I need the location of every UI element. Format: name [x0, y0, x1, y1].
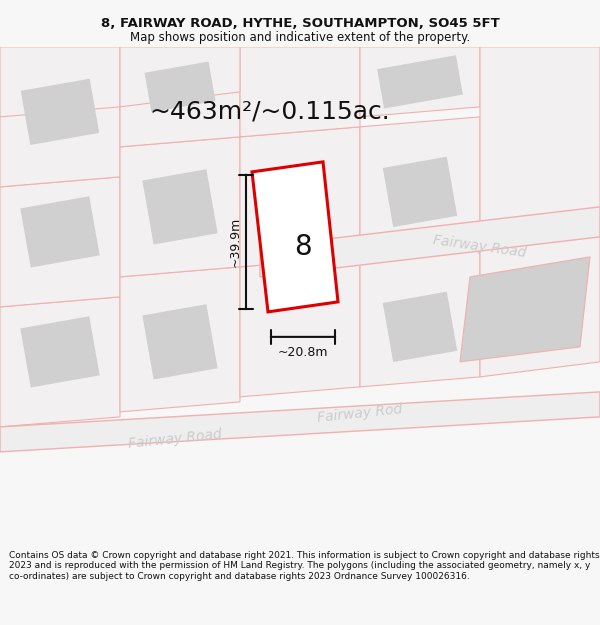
Polygon shape [377, 55, 463, 109]
Polygon shape [460, 257, 590, 362]
Polygon shape [120, 47, 240, 147]
Polygon shape [20, 196, 100, 268]
Polygon shape [480, 47, 600, 247]
Polygon shape [383, 157, 457, 227]
Text: 8: 8 [295, 233, 312, 261]
Polygon shape [20, 316, 100, 388]
Polygon shape [0, 392, 600, 452]
Polygon shape [480, 232, 600, 377]
Polygon shape [120, 137, 240, 277]
Text: ~20.8m: ~20.8m [278, 346, 328, 359]
Polygon shape [360, 47, 480, 117]
Polygon shape [120, 47, 240, 107]
Text: ~39.9m: ~39.9m [229, 217, 241, 267]
Polygon shape [142, 304, 218, 379]
Polygon shape [240, 127, 360, 267]
Polygon shape [0, 47, 120, 187]
Polygon shape [383, 292, 457, 362]
Polygon shape [360, 247, 480, 387]
Polygon shape [252, 162, 338, 312]
Polygon shape [0, 297, 120, 427]
Text: Map shows position and indicative extent of the property.: Map shows position and indicative extent… [130, 31, 470, 44]
Text: Fairway Rod: Fairway Rod [317, 402, 403, 425]
Polygon shape [142, 169, 218, 244]
Polygon shape [0, 177, 120, 307]
Polygon shape [360, 117, 480, 257]
Polygon shape [120, 267, 240, 412]
Text: Contains OS data © Crown copyright and database right 2021. This information is : Contains OS data © Crown copyright and d… [9, 551, 599, 581]
Polygon shape [145, 61, 215, 112]
Polygon shape [240, 257, 360, 397]
Text: Fairway Road: Fairway Road [433, 233, 527, 261]
Text: ~463m²/~0.115ac.: ~463m²/~0.115ac. [149, 100, 391, 124]
Text: 8, FAIRWAY ROAD, HYTHE, SOUTHAMPTON, SO45 5FT: 8, FAIRWAY ROAD, HYTHE, SOUTHAMPTON, SO4… [101, 18, 499, 30]
Text: Fairway Road: Fairway Road [128, 427, 223, 451]
Polygon shape [21, 79, 99, 145]
Polygon shape [260, 207, 600, 277]
Polygon shape [240, 47, 360, 137]
Polygon shape [0, 47, 120, 117]
